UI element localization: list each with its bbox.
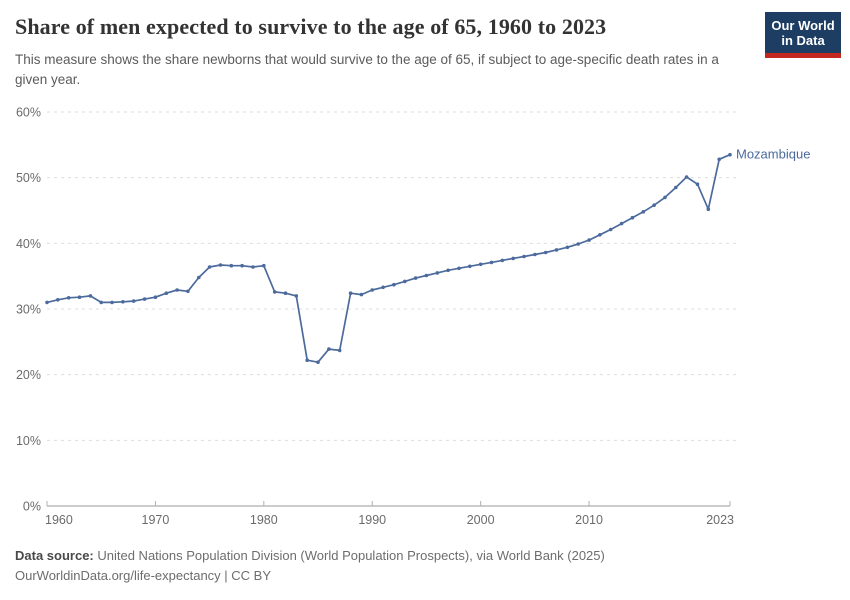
chart-footer: Data source: United Nations Population D… — [15, 546, 775, 586]
x-tick-label-1980: 1980 — [250, 513, 278, 527]
data-point-1976[interactable] — [218, 263, 223, 267]
data-point-1992[interactable] — [392, 282, 396, 287]
data-point-2006[interactable] — [543, 250, 548, 255]
data-point-2018[interactable] — [674, 185, 678, 190]
data-point-1986[interactable] — [327, 347, 331, 351]
data-point-2001[interactable] — [489, 260, 494, 265]
data-point-2013[interactable] — [619, 221, 624, 226]
data-point-1998[interactable] — [457, 266, 461, 271]
y-tick-label-0: 0% — [23, 500, 41, 514]
data-point-1973[interactable] — [186, 289, 190, 294]
data-source-text: United Nations Population Division (Worl… — [93, 548, 605, 563]
data-point-2021[interactable] — [706, 207, 711, 211]
data-point-2005[interactable] — [533, 252, 537, 257]
data-point-1991[interactable] — [381, 285, 385, 290]
license-line: OurWorldinData.org/life-expectancy | CC … — [15, 568, 272, 583]
y-tick-label-50: 50% — [16, 171, 41, 185]
data-point-2011[interactable] — [598, 233, 602, 237]
data-point-1965[interactable] — [99, 300, 103, 305]
x-tick-label-1960: 1960 — [45, 513, 73, 527]
data-point-1963[interactable] — [77, 295, 82, 300]
x-tick-label-2023: 2023 — [706, 513, 734, 527]
data-point-2012[interactable] — [608, 227, 613, 232]
data-point-1985[interactable] — [316, 360, 320, 365]
owid-logo-line2: in Data — [781, 33, 825, 48]
data-point-1978[interactable] — [240, 263, 244, 268]
data-point-1968[interactable] — [131, 299, 136, 303]
x-tick-label-1970: 1970 — [142, 513, 170, 527]
data-point-1997[interactable] — [446, 268, 450, 273]
data-point-2004[interactable] — [522, 254, 526, 259]
data-source-line: Data source: United Nations Population D… — [15, 546, 775, 566]
data-point-1983[interactable] — [294, 294, 299, 298]
data-point-2008[interactable] — [565, 245, 570, 250]
data-point-1980[interactable] — [262, 263, 266, 268]
data-point-1975[interactable] — [207, 265, 212, 269]
data-point-1967[interactable] — [121, 300, 125, 304]
data-point-1961[interactable] — [56, 298, 60, 302]
data-point-1970[interactable] — [153, 295, 158, 300]
owid-logo[interactable]: Our World in Data — [765, 12, 841, 58]
data-point-1960[interactable] — [45, 300, 49, 305]
data-point-1993[interactable] — [403, 279, 407, 284]
data-point-2007[interactable] — [554, 248, 559, 252]
data-point-2000[interactable] — [478, 262, 483, 267]
data-point-1977[interactable] — [229, 263, 234, 268]
data-point-2023[interactable] — [728, 152, 732, 157]
data-point-2015[interactable] — [641, 210, 646, 214]
data-point-2014[interactable] — [630, 215, 635, 220]
page-title: Share of men expected to survive to the … — [15, 14, 607, 39]
x-tick-label-1990: 1990 — [358, 513, 386, 527]
owid-logo-line1: Our World — [771, 18, 835, 33]
data-point-2009[interactable] — [576, 242, 580, 246]
data-point-1971[interactable] — [164, 291, 169, 296]
x-tick-label-2010: 2010 — [575, 513, 603, 527]
y-tick-label-40: 40% — [16, 237, 41, 251]
data-point-1994[interactable] — [413, 276, 418, 280]
x-tick-label-2000: 2000 — [467, 513, 495, 527]
data-point-1987[interactable] — [337, 348, 342, 353]
series-label-mozambique[interactable]: Mozambique — [736, 147, 810, 162]
y-tick-label-10: 10% — [16, 434, 41, 448]
data-point-1982[interactable] — [283, 291, 288, 296]
data-point-1988[interactable] — [348, 291, 353, 296]
data-point-2003[interactable] — [511, 256, 515, 261]
y-tick-label-20: 20% — [16, 368, 41, 382]
data-point-1996[interactable] — [435, 271, 440, 275]
data-point-2002[interactable] — [500, 258, 505, 263]
data-point-2020[interactable] — [695, 182, 700, 186]
data-point-1974[interactable] — [197, 275, 201, 280]
data-source-label: Data source: — [15, 548, 94, 563]
data-point-1984[interactable] — [305, 358, 310, 363]
data-point-1969[interactable] — [142, 297, 147, 301]
data-point-1981[interactable] — [272, 290, 277, 294]
data-point-1964[interactable] — [88, 294, 93, 298]
data-point-1962[interactable] — [66, 296, 71, 300]
chart-subtitle: This measure shows the share newborns th… — [15, 52, 719, 87]
data-point-2017[interactable] — [663, 195, 667, 200]
data-point-1972[interactable] — [175, 288, 179, 292]
series-line-mozambique[interactable] — [46, 153, 731, 364]
y-tick-label-30: 30% — [16, 303, 41, 317]
data-point-1999[interactable] — [468, 264, 472, 269]
data-point-1990[interactable] — [370, 288, 375, 292]
data-point-1989[interactable] — [359, 292, 364, 297]
data-point-2019[interactable] — [684, 175, 689, 179]
data-point-1995[interactable] — [424, 273, 429, 278]
y-tick-label-60: 60% — [16, 106, 41, 120]
data-point-1966[interactable] — [110, 300, 114, 305]
data-point-2022[interactable] — [717, 157, 721, 162]
data-point-1979[interactable] — [251, 265, 255, 269]
data-point-2016[interactable] — [652, 203, 656, 207]
data-point-2010[interactable] — [587, 238, 591, 242]
